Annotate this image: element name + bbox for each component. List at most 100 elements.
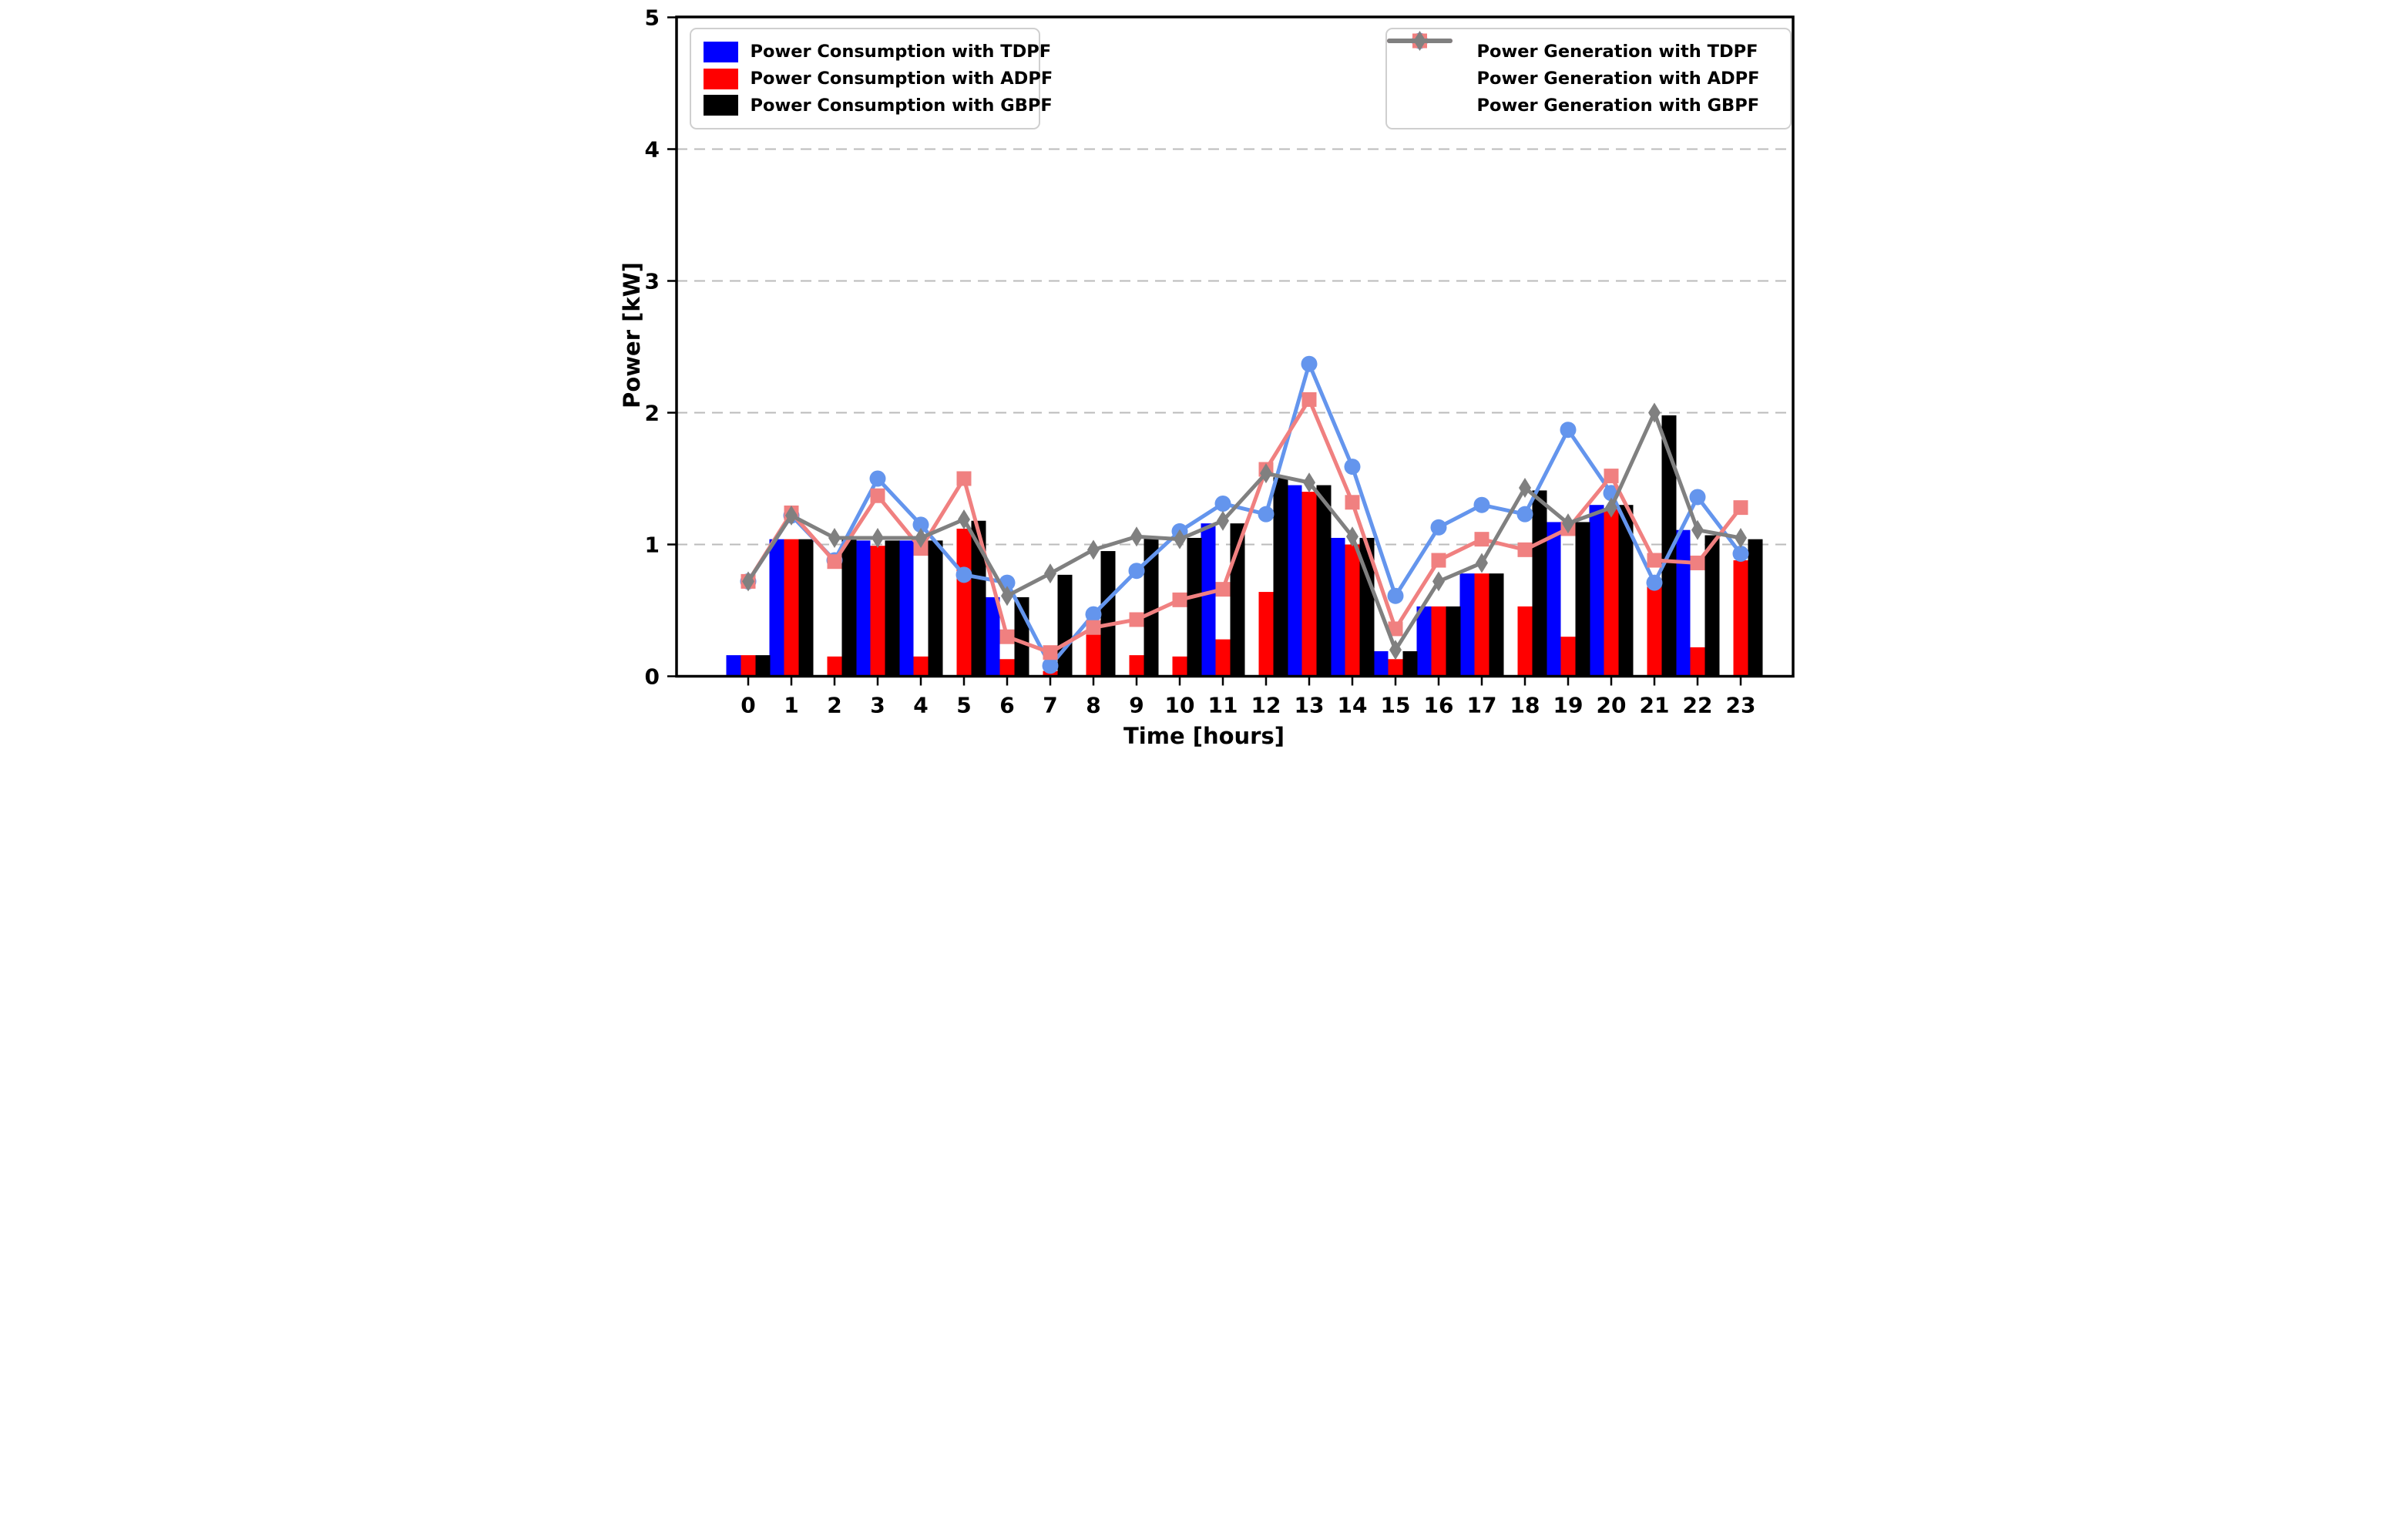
bar [1748,539,1762,677]
line-marker [1431,553,1446,568]
bar [1201,523,1215,677]
line-marker [913,541,928,556]
bar [1301,492,1316,677]
bar [784,539,798,677]
line-marker [1043,563,1056,584]
bar [1661,415,1676,677]
line-marker [1000,586,1013,607]
x-tick-label: 0 [741,693,755,718]
line-marker [1647,553,1661,568]
legend-label: Power Consumption with ADPF [750,69,1053,89]
line-marker [1301,392,1316,407]
bar [898,540,913,677]
line-marker [1475,553,1488,573]
line-marker [869,470,885,487]
line-marker [1690,555,1704,570]
bar [985,597,999,677]
line-marker [784,505,798,526]
bar [741,655,755,677]
bar [755,655,770,677]
x-tick-label: 13 [1294,693,1324,718]
line-marker [870,488,885,503]
bar [1258,592,1273,677]
bar [1273,477,1288,677]
line-marker [1689,489,1705,506]
line-marker [1473,496,1489,513]
line-marker [1129,612,1144,627]
blue-bar-swatch-icon [703,41,738,62]
x-tick-label: 7 [1043,693,1057,718]
bar [1345,544,1359,677]
x-tick-label: 15 [1380,693,1410,718]
bar [1560,637,1575,677]
line-marker [955,566,972,583]
line-marker [1345,526,1358,547]
series-line [746,411,1742,652]
y-tick-label: 1 [644,533,659,558]
line-marker [1086,539,1100,560]
line-marker [1561,513,1574,534]
line-marker [1518,477,1531,498]
bar [1402,651,1417,677]
x-tick-label: 12 [1251,693,1281,718]
series-line [746,361,1742,668]
bar [1546,522,1560,677]
x-tick-label: 2 [827,693,841,718]
legend-item-generation-tdpf: Power Generation with TDPF [1386,32,1775,66]
legend-glyph-svg [1386,31,1453,51]
line-marker [1389,640,1402,660]
chart-svg: 0 1 2 3 4 5 6 7 8 9 10 11 12 13 14 15 16 17 18 19 20 21 22 2301… [644,5,1795,718]
legend-item-generation-adpf: Power Generation with ADPF [1386,33,1775,92]
bar [1330,537,1345,677]
legend-label: Power Generation with ADPF [1476,69,1760,89]
plot-border [674,15,1795,678]
bar [956,528,971,677]
line-marker [1173,529,1186,549]
line-marker [1734,527,1747,548]
legend-label: Power Consumption with GBPF [750,95,1053,116]
line-marker [1647,402,1661,423]
line-marker [1691,519,1704,540]
line-marker [1388,621,1402,637]
bar [1618,505,1633,677]
bar [841,537,856,677]
bar [1172,656,1187,677]
power-chart-figure: 0 1 2 3 4 5 6 7 8 9 10 11 12 13 14 15 16 17 18 19 20 21 22 23 0 1… [602,0,1806,759]
line-marker [1732,545,1748,562]
bar [1086,633,1100,677]
x-tick-label: 8 [1086,693,1100,718]
bar [1474,573,1489,677]
legend-consumption: Power Consumption with TDPF Power Consum… [689,28,1053,129]
x-tick-label: 17 [1466,693,1496,718]
line-marker [1733,500,1748,516]
bar [1215,639,1230,677]
y-tick-label: 0 [644,664,659,690]
line-marker [741,571,754,592]
black-bar-swatch-icon [703,95,738,116]
x-tick-label: 20 [1596,693,1626,718]
bar [1589,505,1604,677]
bar [1359,537,1374,677]
legend-label: Power Generation with GBPF [1476,95,1760,116]
x-tick-label: 5 [956,693,971,718]
bar [798,539,813,677]
gray-diamond-line-icon [1386,31,1465,117]
line-marker [914,527,927,548]
y-axis-label: Power [kW] [618,262,645,408]
bar [827,656,841,677]
line-marker [1432,571,1445,592]
legend-item-consumption-adpf: Power Consumption with ADPF [703,66,1053,92]
bar [1675,529,1690,677]
line-marker [956,471,971,486]
bar [1704,535,1719,677]
line-marker [1560,422,1576,439]
x-tick-label: 4 [913,693,928,718]
x-tick-label: 10 [1164,693,1194,718]
x-tick-label: 18 [1510,693,1540,718]
x-tick-label: 1 [784,693,798,718]
line-marker [999,629,1014,644]
bar [855,540,870,677]
bar [870,546,885,677]
legend-item-consumption-gbpf: Power Consumption with GBPF [703,92,1053,119]
line-marker [1430,519,1446,536]
